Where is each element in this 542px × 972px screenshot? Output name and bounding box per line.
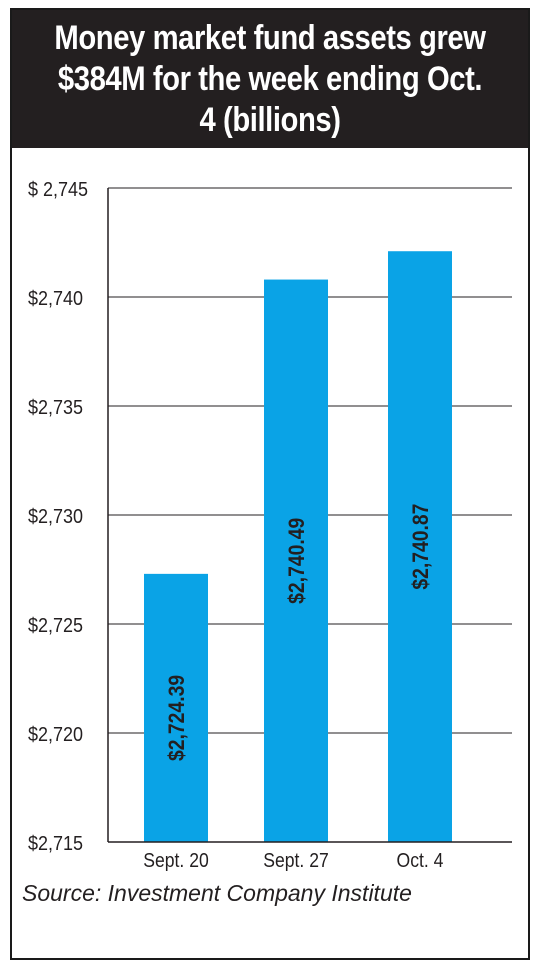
y-tick-label: $2,715: [28, 833, 83, 855]
source-note: Source: Investment Company Institute: [22, 880, 412, 906]
bar: [144, 573, 208, 842]
x-tick-label: Sept. 20: [143, 849, 209, 871]
y-tick-label: $2,725: [28, 615, 83, 637]
y-tick-label: $2,735: [28, 397, 83, 419]
x-tick-label: Oct. 4: [397, 849, 444, 871]
bar-data-label: $2,740.87: [409, 504, 433, 590]
chart-title: Money market fund assets grew $384M for …: [54, 18, 486, 139]
bar: [388, 251, 452, 843]
x-tick-label: Sept. 27: [263, 849, 329, 871]
y-tick-label: $2,740: [28, 288, 83, 310]
chart-title-box: Money market fund assets grew $384M for …: [12, 10, 528, 148]
y-tick-label: $2,720: [28, 724, 83, 746]
bar-data-label: $2,740.49: [285, 518, 309, 604]
y-tick-label: $ 2,745: [28, 179, 88, 201]
bar-data-label: $2,724.39: [165, 675, 189, 761]
bar: [264, 279, 328, 842]
y-tick-label: $2,730: [28, 506, 83, 528]
